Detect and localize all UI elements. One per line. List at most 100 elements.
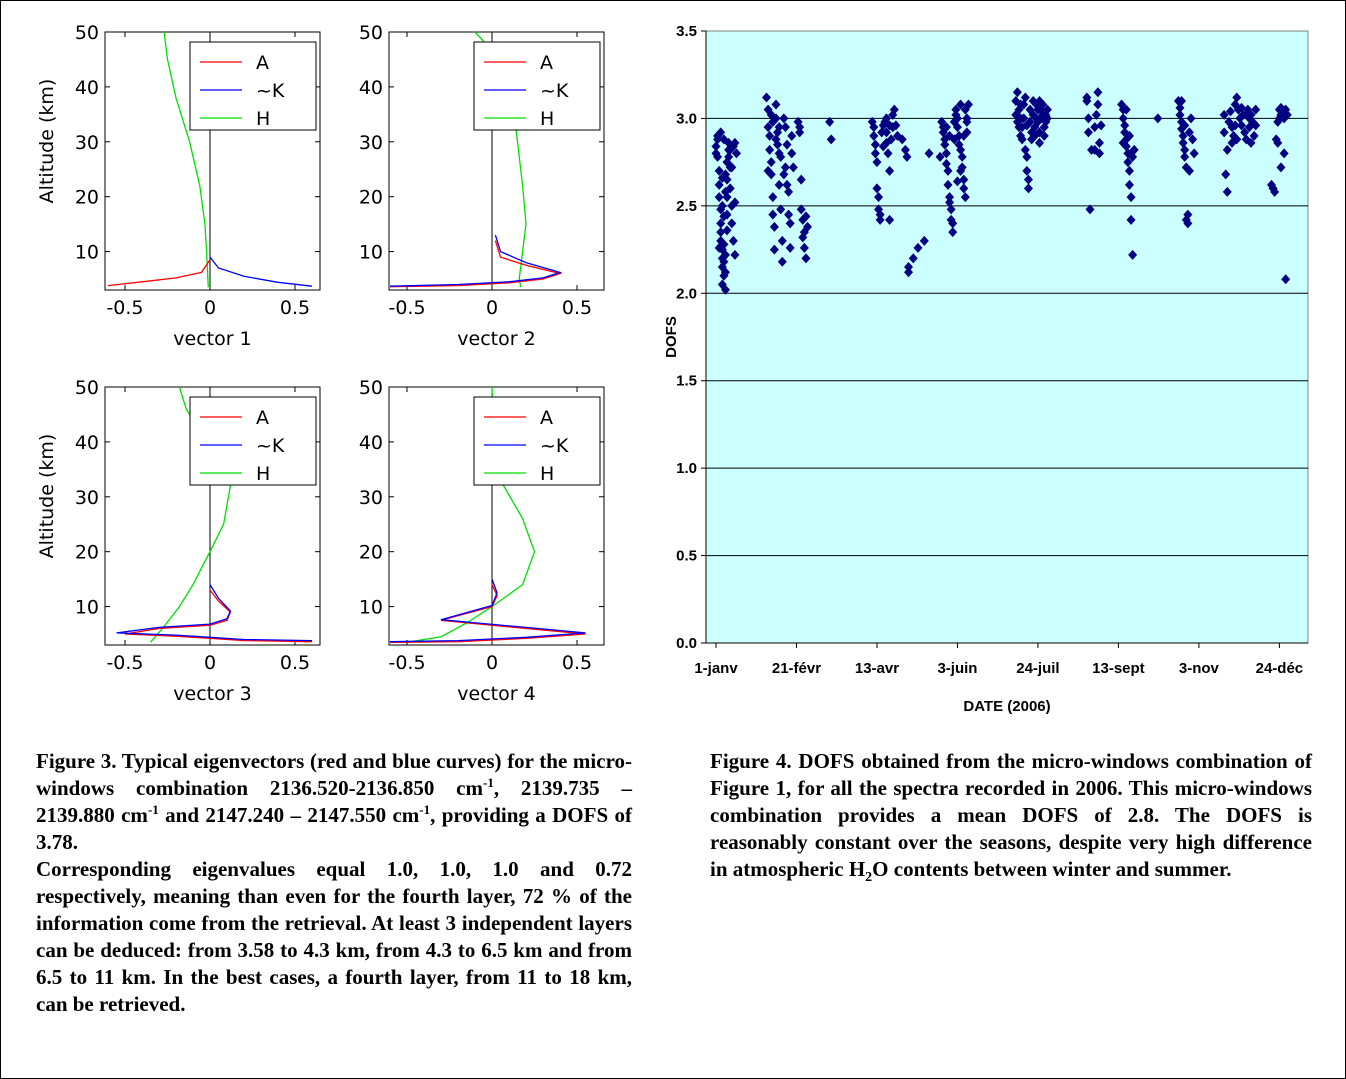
y-tick-label: 10 xyxy=(75,597,99,619)
legend-label: ~K xyxy=(256,435,285,457)
panel-label: vector 1 xyxy=(173,328,251,350)
data-point xyxy=(943,165,953,176)
data-point xyxy=(1020,92,1030,103)
data-point xyxy=(962,127,972,138)
data-point xyxy=(716,235,726,246)
data-point xyxy=(1188,134,1198,145)
data-point xyxy=(885,165,895,176)
legend-box xyxy=(189,396,317,486)
data-point xyxy=(1041,109,1051,120)
data-point xyxy=(897,134,907,145)
data-point xyxy=(881,127,891,138)
curve-k xyxy=(389,234,563,287)
data-point xyxy=(959,183,969,194)
legend-label: H xyxy=(256,108,270,130)
y-tick-label: 50 xyxy=(359,377,383,399)
data-point xyxy=(793,116,803,127)
x-tick-label: 24-juil xyxy=(1016,660,1059,677)
data-point xyxy=(1180,151,1190,162)
data-point xyxy=(1118,137,1128,148)
data-point xyxy=(716,218,726,229)
data-point xyxy=(1025,116,1035,127)
data-point xyxy=(722,225,732,236)
data-point xyxy=(727,218,737,229)
x-tick-label: 0.5 xyxy=(562,652,592,674)
data-point xyxy=(1246,109,1256,120)
data-point xyxy=(960,192,970,203)
data-point xyxy=(1184,165,1194,176)
data-point xyxy=(1035,95,1045,106)
eigenvector-panel-svg: -0.5 0 0.5 50 40 30 20 10 Altitude (km) vector 1 A… xyxy=(36,22,321,350)
data-point xyxy=(768,192,778,203)
data-point xyxy=(777,256,787,267)
y-tick-label: 30 xyxy=(75,132,99,154)
data-point xyxy=(952,176,962,187)
data-point xyxy=(1240,127,1250,138)
data-point xyxy=(885,214,895,225)
data-point xyxy=(727,162,737,173)
data-point xyxy=(722,192,732,203)
data-point xyxy=(779,113,789,124)
data-point xyxy=(886,134,896,145)
data-point xyxy=(1270,186,1280,197)
data-point xyxy=(1273,116,1283,127)
data-point xyxy=(714,179,724,190)
data-point xyxy=(951,104,961,115)
y-tick-label: 2.5 xyxy=(676,198,697,215)
data-point xyxy=(1039,130,1049,141)
data-point xyxy=(1183,209,1193,220)
data-point xyxy=(1036,104,1046,115)
curve-k xyxy=(389,578,586,643)
data-point xyxy=(1180,144,1190,155)
data-point xyxy=(1237,120,1247,131)
data-point xyxy=(801,253,811,264)
x-tick-label: 0 xyxy=(204,297,216,319)
data-point xyxy=(763,165,773,176)
x-tick-label: 13-sept xyxy=(1092,660,1145,677)
data-point xyxy=(1093,99,1103,110)
data-point xyxy=(769,221,779,232)
figure3-caption-para1: Figure 3. Typical eigenvectors (red and … xyxy=(36,749,632,854)
data-point xyxy=(774,122,784,133)
legend-label: ~K xyxy=(540,435,569,457)
data-point xyxy=(719,239,729,250)
data-point xyxy=(1244,122,1254,133)
y-tick-label: 50 xyxy=(75,377,99,399)
eigenvector-panel-1: -0.5 0 0.5 50 40 30 20 10 Altitude (km) vector 1 A… xyxy=(30,16,325,389)
data-point xyxy=(957,162,967,173)
y-tick-label: 20 xyxy=(359,542,383,564)
x-tick-label: 0 xyxy=(486,297,498,319)
data-point xyxy=(1232,134,1242,145)
data-point xyxy=(763,104,773,115)
data-point xyxy=(952,113,962,124)
data-point xyxy=(717,200,727,211)
data-point xyxy=(872,183,882,194)
data-point xyxy=(1020,144,1030,155)
x-tick-label: 0.5 xyxy=(562,297,592,319)
data-point xyxy=(771,134,781,145)
data-point xyxy=(1022,120,1032,131)
y-tick-label: 2.0 xyxy=(676,285,697,302)
data-point xyxy=(765,130,775,141)
data-point xyxy=(1232,92,1242,103)
legend-label: A xyxy=(540,407,553,429)
data-point xyxy=(1279,148,1289,159)
eigenvector-panel-3: -0.5 0 0.5 50 40 30 20 10 Altitude (km) vector 3 A… xyxy=(30,371,325,744)
data-point xyxy=(1027,134,1037,145)
data-point xyxy=(919,235,929,246)
data-point xyxy=(773,127,783,138)
data-point xyxy=(959,130,969,141)
data-point xyxy=(962,116,972,127)
y-tick-label: 20 xyxy=(75,187,99,209)
data-point xyxy=(941,122,951,133)
data-point xyxy=(946,204,956,215)
figure3-caption-para2: Corresponding eigenvalues equal 1.0, 1.0… xyxy=(36,857,632,1016)
curve-a xyxy=(389,240,563,288)
data-point xyxy=(1123,157,1133,168)
data-point xyxy=(937,116,947,127)
data-point xyxy=(1128,249,1138,260)
data-point xyxy=(1175,109,1185,120)
data-point xyxy=(776,204,786,215)
data-point xyxy=(825,116,835,127)
data-point xyxy=(1014,104,1024,115)
